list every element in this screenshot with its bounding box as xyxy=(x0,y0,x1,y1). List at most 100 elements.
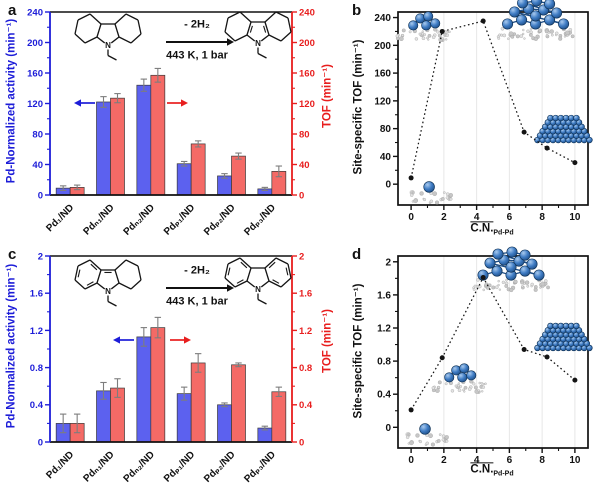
y-axis-label-a-right: TOF (min⁻¹) xyxy=(321,64,334,128)
cn-subscript-b: Pd-Pd xyxy=(493,229,514,237)
y-axis-label-c-left: Pd-Normalized activity (min⁻¹) xyxy=(5,263,18,429)
svg-text:80: 80 xyxy=(380,124,392,135)
svg-text:1.6: 1.6 xyxy=(299,289,312,300)
svg-text:40: 40 xyxy=(299,160,310,171)
svg-text:Pdₚ₃/ND: Pdₚ₃/ND xyxy=(242,449,278,485)
svg-text:0: 0 xyxy=(408,212,414,223)
svg-text:6: 6 xyxy=(507,455,513,466)
svg-text:Pdₚ₁/ND: Pdₚ₁/ND xyxy=(162,449,197,484)
pd-small-cluster-on-nd xyxy=(431,363,487,394)
svg-text:120: 120 xyxy=(299,99,315,110)
reaction-conditions-a: 443 K, 1 bar xyxy=(166,49,228,62)
svg-text:2: 2 xyxy=(441,455,447,466)
svg-text:4: 4 xyxy=(474,212,480,223)
svg-text:2: 2 xyxy=(385,257,391,268)
svg-text:160: 160 xyxy=(27,68,43,79)
svg-text:120: 120 xyxy=(374,96,391,107)
svg-text:0.8: 0.8 xyxy=(377,357,391,368)
panel-c: 0 0 0.4 0.4 0.8 0.8 1.2 1.2 1.6 1.6 2 2 Pd₁/ND Pdₙ₁/N… xyxy=(30,251,313,485)
panel-label-a: a xyxy=(8,2,17,19)
svg-text:10: 10 xyxy=(569,455,581,466)
svg-text:0: 0 xyxy=(385,180,391,191)
svg-text:0.4: 0.4 xyxy=(299,400,313,411)
reaction-minus-2h2-c: - 2H₂ xyxy=(184,264,210,277)
svg-text:240: 240 xyxy=(374,13,391,24)
svg-text:0.8: 0.8 xyxy=(30,363,43,374)
y-axis-label-a-left: Pd-Normalized activity (min⁻¹) xyxy=(5,18,18,184)
svg-text:10: 10 xyxy=(569,212,581,223)
svg-text:0: 0 xyxy=(38,437,43,448)
panel-b: 0 2 4 6 8 10 0 40 80 120 160 200 240 xyxy=(374,0,593,223)
svg-text:200: 200 xyxy=(299,38,315,49)
svg-text:80: 80 xyxy=(32,129,43,140)
x-axis-label-d: C.N.Pd-Pd xyxy=(470,463,514,478)
svg-text:40: 40 xyxy=(32,160,43,171)
svg-text:N: N xyxy=(255,285,261,294)
pd-single-atom-on-nd xyxy=(409,181,453,205)
y-axis-label-b: Site-specific TOF (min⁻¹) xyxy=(352,39,365,175)
svg-text:Pd₁/ND: Pd₁/ND xyxy=(44,202,76,234)
svg-text:6: 6 xyxy=(507,212,513,223)
svg-text:0: 0 xyxy=(385,423,391,434)
x-axis-label-b: C.N.Pd-Pd xyxy=(470,222,514,237)
pd-large-cluster-on-nd xyxy=(472,246,550,293)
svg-text:2: 2 xyxy=(299,251,304,262)
svg-text:Pdₙ₁/ND: Pdₙ₁/ND xyxy=(81,202,116,237)
svg-text:0: 0 xyxy=(38,190,43,201)
svg-text:0.8: 0.8 xyxy=(299,363,312,374)
svg-text:N: N xyxy=(255,39,261,48)
svg-text:Pd₁/ND: Pd₁/ND xyxy=(44,449,76,481)
svg-text:240: 240 xyxy=(299,7,315,18)
svg-text:Pdₚ₂/ND: Pdₚ₂/ND xyxy=(202,202,238,238)
svg-text:40: 40 xyxy=(380,152,392,163)
svg-text:1.2: 1.2 xyxy=(377,324,391,335)
reaction-minus-2h2-a: - 2H₂ xyxy=(184,18,210,31)
panel-label-b: b xyxy=(352,2,362,19)
svg-text:0: 0 xyxy=(299,190,304,201)
svg-text:0.4: 0.4 xyxy=(30,400,44,411)
svg-text:1.6: 1.6 xyxy=(30,289,43,300)
cn-overline-d: C.N. xyxy=(470,463,494,476)
svg-text:Pdₚ₃/ND: Pdₚ₃/ND xyxy=(242,202,278,238)
cn-subscript-d: Pd-Pd xyxy=(493,470,514,478)
panel-label-d: d xyxy=(352,246,362,263)
y-axis-label-c-right: TOF (min⁻¹) xyxy=(321,309,334,373)
svg-text:120: 120 xyxy=(27,99,43,110)
panel-a: 0 0 40 40 80 80 120 120 160 160 200 200 240 240 Pd₁/ND… xyxy=(27,7,315,238)
pd-nanoparticle xyxy=(534,114,593,144)
svg-text:1.2: 1.2 xyxy=(30,326,43,337)
svg-text:Pdₚ₁/ND: Pdₚ₁/ND xyxy=(162,202,197,237)
svg-text:2: 2 xyxy=(38,251,43,262)
pd-nanoparticle xyxy=(534,322,593,352)
svg-text:80: 80 xyxy=(299,129,310,140)
reaction-conditions-c: 443 K, 1 bar xyxy=(166,295,228,308)
svg-text:8: 8 xyxy=(539,455,545,466)
svg-text:Pdₚ₂/ND: Pdₚ₂/ND xyxy=(202,449,238,485)
svg-text:1.6: 1.6 xyxy=(377,290,391,301)
svg-text:N: N xyxy=(105,41,111,50)
svg-text:Pdₙ₂/ND: Pdₙ₂/ND xyxy=(122,449,157,484)
svg-text:240: 240 xyxy=(27,7,43,18)
svg-text:0.4: 0.4 xyxy=(377,390,391,401)
svg-text:200: 200 xyxy=(27,38,43,49)
panel-label-c: c xyxy=(8,246,17,263)
svg-text:2: 2 xyxy=(441,212,447,223)
svg-text:4: 4 xyxy=(474,455,480,466)
svg-text:0: 0 xyxy=(408,455,414,466)
pd-large-cluster-on-nd xyxy=(496,0,575,41)
panel-d: 0 2 4 6 8 10 0 0.4 0.8 1.2 1.6 2 xyxy=(377,246,593,466)
y-axis-label-d: Site-specific TOF (min⁻¹) xyxy=(352,283,365,419)
svg-text:1.2: 1.2 xyxy=(299,326,312,337)
svg-text:200: 200 xyxy=(374,41,391,52)
svg-text:160: 160 xyxy=(299,68,315,79)
svg-text:8: 8 xyxy=(539,212,545,223)
svg-text:Pdₙ₂/ND: Pdₙ₂/ND xyxy=(122,202,157,237)
pd-single-atom-on-nd xyxy=(405,423,449,447)
svg-text:Pdₙ₁/ND: Pdₙ₁/ND xyxy=(81,449,116,484)
svg-text:N: N xyxy=(105,287,111,296)
cn-overline-b: C.N. xyxy=(470,222,494,235)
svg-text:0: 0 xyxy=(299,437,304,448)
svg-text:160: 160 xyxy=(374,69,391,80)
